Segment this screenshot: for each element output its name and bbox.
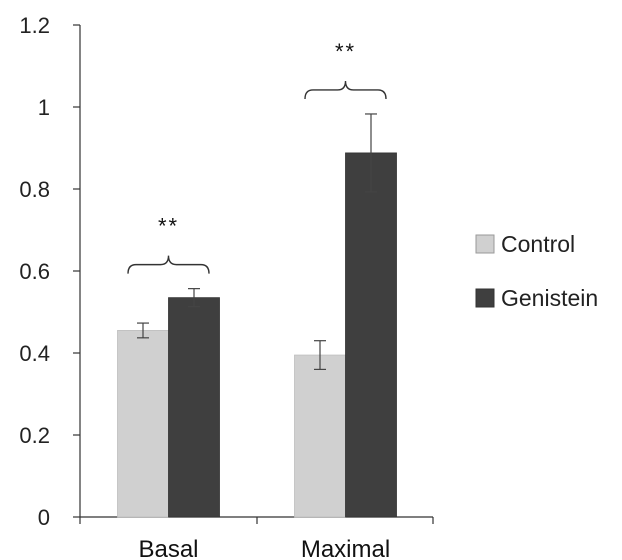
x-axis: Basal Maximal [79, 516, 434, 560]
legend: Control Genistein [475, 231, 598, 311]
bar-genistein-basal [168, 297, 220, 518]
significance-label: ** [158, 214, 179, 239]
x-category-label: Basal [138, 536, 198, 560]
significance-brace [127, 255, 210, 274]
y-tick-label: 0 [38, 505, 50, 530]
y-tick-label: 0.6 [19, 259, 50, 284]
bar-control-maximal [294, 354, 346, 518]
bar-control-basal [117, 330, 169, 518]
y-axis: 0 0.2 0.4 0.6 0.8 1 1.2 [19, 13, 81, 530]
legend-label-genistein: Genistein [501, 285, 598, 311]
y-tick-label: 0.4 [19, 341, 50, 366]
legend-label-control: Control [501, 231, 575, 257]
y-tick-label: 1.2 [19, 13, 50, 38]
y-tick-label: 0.8 [19, 177, 50, 202]
legend-swatch-genistein [475, 288, 495, 308]
y-tick-label: 0.2 [19, 423, 50, 448]
significance-annotations: ** ** [127, 39, 387, 274]
y-tick-label: 1 [38, 95, 50, 120]
legend-swatch-control [475, 234, 495, 254]
significance-label: ** [335, 39, 356, 64]
bars [117, 113, 397, 518]
x-category-label: Maximal [301, 536, 390, 560]
significance-brace [304, 80, 387, 99]
bar-genistein-maximal [345, 152, 397, 518]
